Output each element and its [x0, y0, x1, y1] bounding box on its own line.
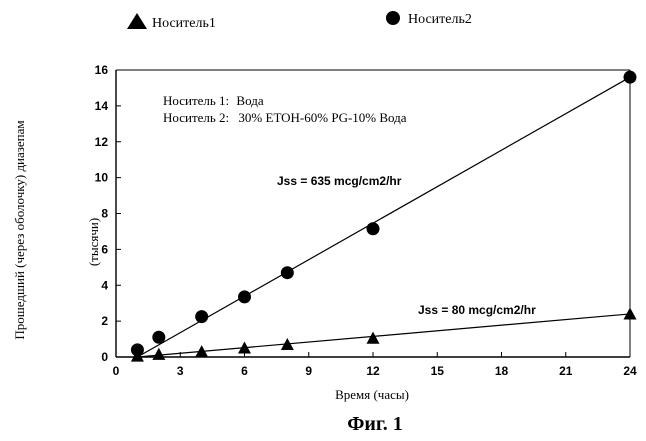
x-axis-label: Время (часы)	[335, 387, 409, 402]
data-point-circle	[195, 310, 208, 323]
figure-title: Фиг. 1	[347, 413, 403, 435]
fit-label-series-1: Jss = 80 mcg/cm2/hr	[418, 303, 536, 317]
note-line-2: Носитель 2: 30% ETOH-60% PG-10% Вода	[163, 110, 407, 125]
notes-block: Носитель 1: Вода Носитель 2: 30% ETOH-60…	[163, 93, 407, 125]
x-tick-label: 0	[113, 364, 120, 378]
data-point-triangle	[367, 332, 380, 344]
x-tick-label: 3	[177, 364, 184, 378]
data-point-circle	[152, 331, 165, 344]
note-2-prefix: Носитель 2:	[163, 110, 229, 125]
x-tick-label: 6	[241, 364, 248, 378]
legend: Носитель1 Носитель2	[127, 11, 472, 31]
legend-label-series-1: Носитель1	[152, 16, 216, 31]
x-ticks: 0 3 6 9 12 15 18 21 24	[113, 352, 637, 378]
x-tick-label: 15	[431, 364, 445, 378]
legend-marker-circle	[386, 11, 400, 25]
data-point-triangle	[152, 348, 165, 360]
legend-marker-triangle	[127, 13, 147, 29]
y-tick-label: 16	[95, 63, 109, 77]
y-tick-label: 4	[101, 278, 108, 292]
y-tick-label: 2	[101, 314, 108, 328]
data-point-triangle	[624, 307, 637, 319]
y-tick-label: 0	[101, 350, 108, 364]
x-tick-label: 21	[559, 364, 573, 378]
x-tick-label: 12	[366, 364, 380, 378]
note-line-1: Носитель 1: Вода	[163, 93, 264, 108]
y-tick-label: 12	[95, 135, 109, 149]
note-2-text: 30% ETOH-60% PG-10% Вода	[238, 110, 406, 125]
data-point-circle	[281, 266, 294, 279]
data-point-circle	[238, 290, 251, 303]
note-1-text: Вода	[236, 93, 263, 108]
y-tick-label: 6	[101, 242, 108, 256]
y-tick-label: 14	[95, 99, 109, 113]
y-tick-label: 10	[95, 171, 109, 185]
y-ticks: 0 2 4 6 8 10 12 14 16	[95, 63, 121, 364]
data-point-circle	[624, 71, 637, 84]
x-tick-label: 9	[305, 364, 312, 378]
x-tick-label: 18	[495, 364, 509, 378]
y-tick-label: 8	[101, 207, 108, 221]
fit-label-series-2: Jss = 635 mcg/cm2/hr	[277, 174, 402, 188]
fit-line-series-2	[137, 314, 630, 357]
y-axis-label: Прошедший (через оболочку) диазепам	[12, 120, 27, 339]
legend-label-series-2: Носитель2	[408, 12, 472, 27]
y-axis-sublabel: (тысячи)	[86, 218, 101, 266]
data-point-circle	[367, 222, 380, 235]
chart: Носитель1 Носитель2 Носитель 1: Вода Нос…	[0, 0, 646, 441]
note-1-prefix: Носитель 1:	[163, 93, 229, 108]
x-tick-label: 24	[623, 364, 637, 378]
